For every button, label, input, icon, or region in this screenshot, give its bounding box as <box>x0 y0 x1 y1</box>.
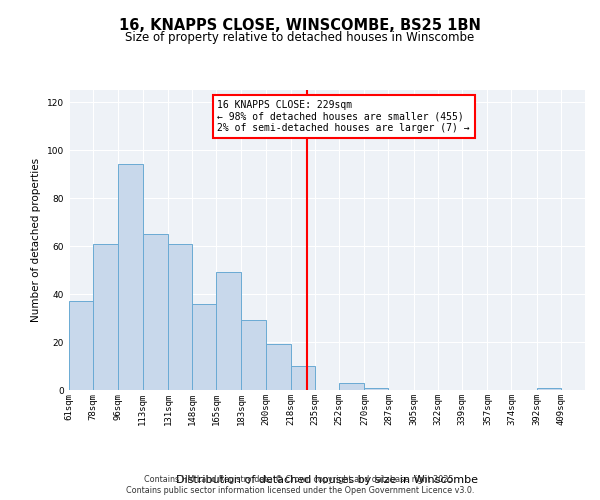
Bar <box>69 301 93 390</box>
Y-axis label: Number of detached properties: Number of detached properties <box>31 158 41 322</box>
Bar <box>537 388 561 390</box>
Bar <box>216 272 241 390</box>
Bar <box>93 244 118 390</box>
Bar <box>118 164 143 390</box>
X-axis label: Distribution of detached houses by size in Winscombe: Distribution of detached houses by size … <box>176 475 478 485</box>
Text: 16, KNAPPS CLOSE, WINSCOMBE, BS25 1BN: 16, KNAPPS CLOSE, WINSCOMBE, BS25 1BN <box>119 18 481 32</box>
Bar <box>192 304 216 390</box>
Text: Size of property relative to detached houses in Winscombe: Size of property relative to detached ho… <box>125 31 475 44</box>
Bar <box>143 234 168 390</box>
Text: 16 KNAPPS CLOSE: 229sqm
← 98% of detached houses are smaller (455)
2% of semi-de: 16 KNAPPS CLOSE: 229sqm ← 98% of detache… <box>217 100 470 133</box>
Bar <box>241 320 266 390</box>
Bar <box>168 244 192 390</box>
Text: Contains public sector information licensed under the Open Government Licence v3: Contains public sector information licen… <box>126 486 474 495</box>
Bar <box>291 366 315 390</box>
Bar <box>339 383 364 390</box>
Bar <box>364 388 388 390</box>
Text: Contains HM Land Registry data © Crown copyright and database right 2025.: Contains HM Land Registry data © Crown c… <box>144 475 456 484</box>
Bar <box>266 344 291 390</box>
